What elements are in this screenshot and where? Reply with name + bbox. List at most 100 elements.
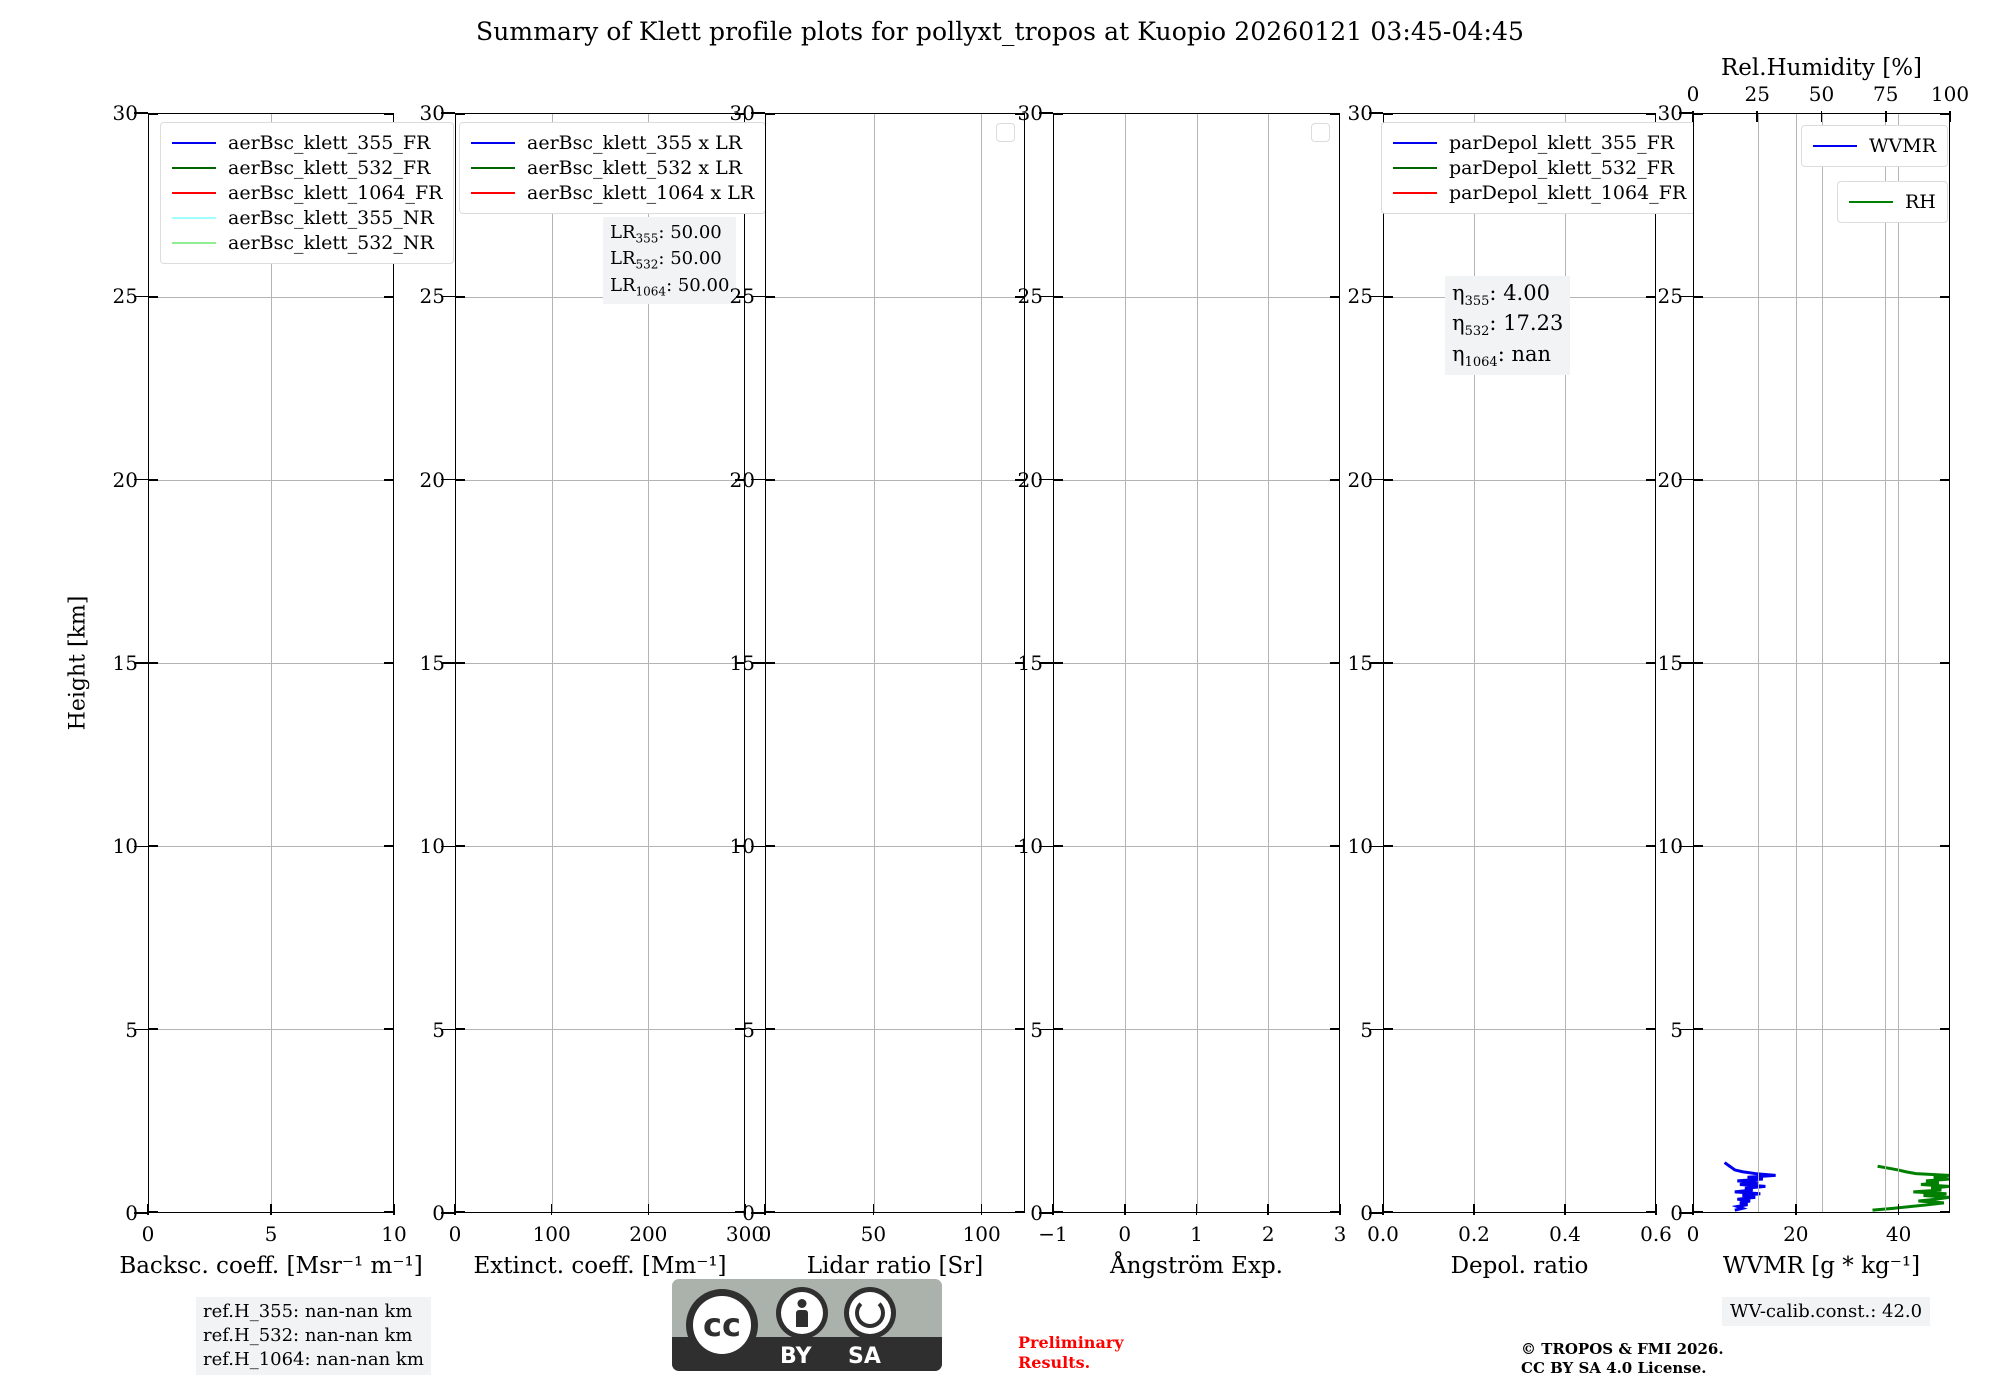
person-glyph-body	[796, 1310, 808, 1327]
y-axis-tick	[149, 296, 158, 298]
y-axis-tick	[1330, 845, 1339, 847]
legend-swatch-line	[471, 141, 515, 144]
y-axis-tick	[456, 662, 465, 664]
y-axis-tick	[766, 1028, 775, 1030]
legend-item[interactable]: parDepol_klett_532_FR	[1393, 155, 1686, 180]
x-axis-tick-label: 40	[1885, 1222, 1912, 1246]
y-axis-tick-outer	[441, 662, 455, 664]
plot-area-backscatter[interactable]	[148, 113, 394, 1213]
y-axis-tick-outer	[134, 478, 148, 481]
legend-item[interactable]: aerBsc_klett_532 x LR	[471, 155, 754, 180]
y-axis-tick-outer	[751, 112, 765, 114]
legend-lidar-ratio-empty[interactable]	[996, 123, 1015, 142]
gridline-horizontal	[456, 846, 744, 847]
x-axis-tick	[1692, 1203, 1694, 1215]
y-axis-tick-outer	[134, 1028, 148, 1031]
panel-wvmr: Rel.Humidity [%] WVMR RH WVMR [g * kg⁻¹]…	[1658, 55, 1970, 1279]
legend-swatch-line	[471, 191, 515, 194]
y-axis-tick-outer	[441, 1212, 455, 1214]
gridline-horizontal	[766, 1029, 1024, 1030]
legend-rh[interactable]: RH	[1837, 181, 1948, 223]
legend-backscatter[interactable]: aerBsc_klett_355_FR aerBsc_klett_532_FR …	[160, 122, 455, 264]
x-axis-tick	[1195, 1203, 1198, 1215]
plot-area-angstrom[interactable]	[1053, 113, 1340, 1213]
y-axis-tick	[735, 113, 744, 115]
legend-label: parDepol_klett_1064_FR	[1449, 181, 1687, 204]
y-axis-tick	[384, 1211, 393, 1213]
y-axis-tick-outer	[134, 662, 148, 664]
legend-item[interactable]: aerBsc_klett_355_NR	[172, 205, 442, 230]
y-axis-tick	[384, 662, 393, 664]
ref-height-532: ref.H_532: nan-nan km	[203, 1325, 413, 1347]
y-axis-tick	[384, 296, 393, 298]
y-axis-tick	[1384, 662, 1393, 664]
legend-label: aerBsc_klett_1064_FR	[228, 181, 443, 204]
y-axis-tick-label: 30	[1017, 101, 1043, 125]
annotation-row: LR532: 50.00	[610, 248, 722, 273]
legend-item[interactable]: parDepol_klett_1064_FR	[1393, 180, 1686, 205]
legend-item[interactable]: aerBsc_klett_532_FR	[172, 155, 442, 180]
gridline-vertical	[981, 114, 982, 1212]
x-axis-tick	[270, 1203, 272, 1215]
x-axis-tick-label: 0	[1686, 1222, 1700, 1246]
y-axis-tick	[1384, 479, 1393, 481]
creative-commons-badge-icon[interactable]: cc BY SA	[672, 1279, 942, 1371]
y-axis-tick-label: 25	[729, 284, 755, 309]
cc-by-inner	[781, 1292, 823, 1334]
y-axis-tick	[456, 296, 465, 298]
legend-angstrom-empty[interactable]	[1311, 123, 1330, 142]
y-axis-tick	[1015, 845, 1024, 847]
x-axis-tick-label: 0	[141, 1222, 155, 1246]
legend-item[interactable]: aerBsc_klett_532_NR	[172, 230, 442, 255]
legend-item[interactable]: parDepol_klett_355_FR	[1393, 130, 1686, 155]
legend-item[interactable]: WVMR	[1813, 133, 1936, 158]
y-axis-tick	[1054, 662, 1063, 664]
legend-swatch-line	[1393, 141, 1437, 144]
x-axis-title-lidar-ratio: Lidar ratio [Sr]	[806, 1253, 984, 1279]
y-axis-tick-outer	[441, 845, 455, 848]
y-axis-tick-label: 25	[112, 284, 138, 309]
legend-item[interactable]: aerBsc_klett_355 x LR	[471, 130, 754, 155]
y-axis-tick-outer	[1369, 295, 1383, 298]
y-axis-tick	[1694, 1028, 1703, 1030]
annotation-subscript: 355	[635, 231, 659, 246]
y-axis-tick-label: 20	[729, 467, 755, 492]
x-axis-tick-label: 300	[725, 1222, 765, 1246]
top-axis-tick-label: 0	[1686, 82, 1700, 106]
y-axis-tick	[1384, 1028, 1393, 1030]
y-axis-tick	[1054, 479, 1063, 481]
legend-extinction[interactable]: aerBsc_klett_355 x LR aerBsc_klett_532 x…	[459, 122, 767, 214]
annotation-value: nan	[1511, 341, 1552, 366]
legend-swatch-line	[471, 166, 515, 169]
x-axis-tick-label: 100	[532, 1222, 571, 1246]
plot-area-depol-ratio[interactable]	[1383, 113, 1656, 1213]
legend-item[interactable]: aerBsc_klett_1064 x LR	[471, 180, 754, 205]
x-axis-tick	[744, 1203, 746, 1215]
legend-item[interactable]: RH	[1849, 189, 1936, 214]
x-axis-tick	[1382, 1203, 1384, 1215]
person-glyph-head	[797, 1299, 807, 1308]
legend-item[interactable]: aerBsc_klett_355_FR	[172, 130, 442, 155]
y-axis-tick	[1054, 1028, 1063, 1030]
annotation-subscript: 532	[635, 258, 659, 273]
y-axis-tick	[1015, 1211, 1024, 1213]
panel-depol-ratio: parDepol_klett_355_FR parDepol_klett_532…	[1348, 101, 1699, 1279]
plot-area-lidar-ratio[interactable]	[765, 113, 1025, 1213]
gridline-vertical-top-axis	[1757, 114, 1759, 1212]
plot-area-wvmr[interactable]	[1693, 113, 1950, 1213]
x-axis-tick-label: 0.2	[1458, 1222, 1490, 1246]
x-axis-tick	[147, 1203, 149, 1215]
y-axis-tick	[1694, 479, 1703, 481]
gridline-vertical	[1796, 114, 1797, 1212]
y-axis-tick	[456, 1028, 465, 1030]
x-axis-tick-label: 0	[758, 1222, 772, 1246]
legend-item[interactable]: aerBsc_klett_1064_FR	[172, 180, 442, 205]
page-title: Summary of Klett profile plots for polly…	[476, 17, 1524, 46]
legend-wvmr[interactable]: WVMR	[1801, 125, 1949, 167]
gridline-vertical	[1474, 114, 1476, 1212]
x-axis-title-angstrom: Ångström Exp.	[1110, 1253, 1283, 1279]
annotation-value: 17.23	[1503, 311, 1564, 336]
panel-lidar-ratio: Lidar ratio [Sr] 0 5 10 15 20 25 30 0 50 100	[730, 101, 1025, 1279]
legend-depol-ratio[interactable]: parDepol_klett_355_FR parDepol_klett_532…	[1381, 122, 1699, 214]
legend-label: aerBsc_klett_355 x LR	[527, 131, 743, 154]
